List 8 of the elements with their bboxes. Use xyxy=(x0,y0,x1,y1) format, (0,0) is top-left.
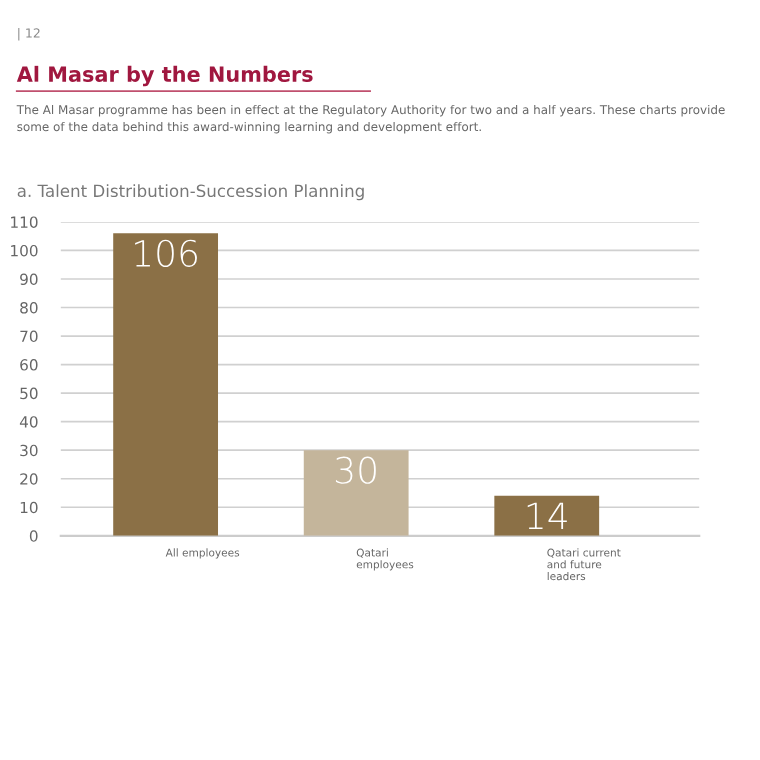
chart-title: Al Masar by the Numbers xyxy=(16,65,313,87)
bar xyxy=(494,495,600,536)
data-label: 106 xyxy=(135,239,197,268)
data-label: 30 xyxy=(335,456,376,484)
x-axis-title: a. Talent Distribution-Succession Planning xyxy=(17,184,364,201)
bar xyxy=(113,233,219,536)
data-label: 14 xyxy=(527,502,567,529)
bar xyxy=(303,450,409,536)
